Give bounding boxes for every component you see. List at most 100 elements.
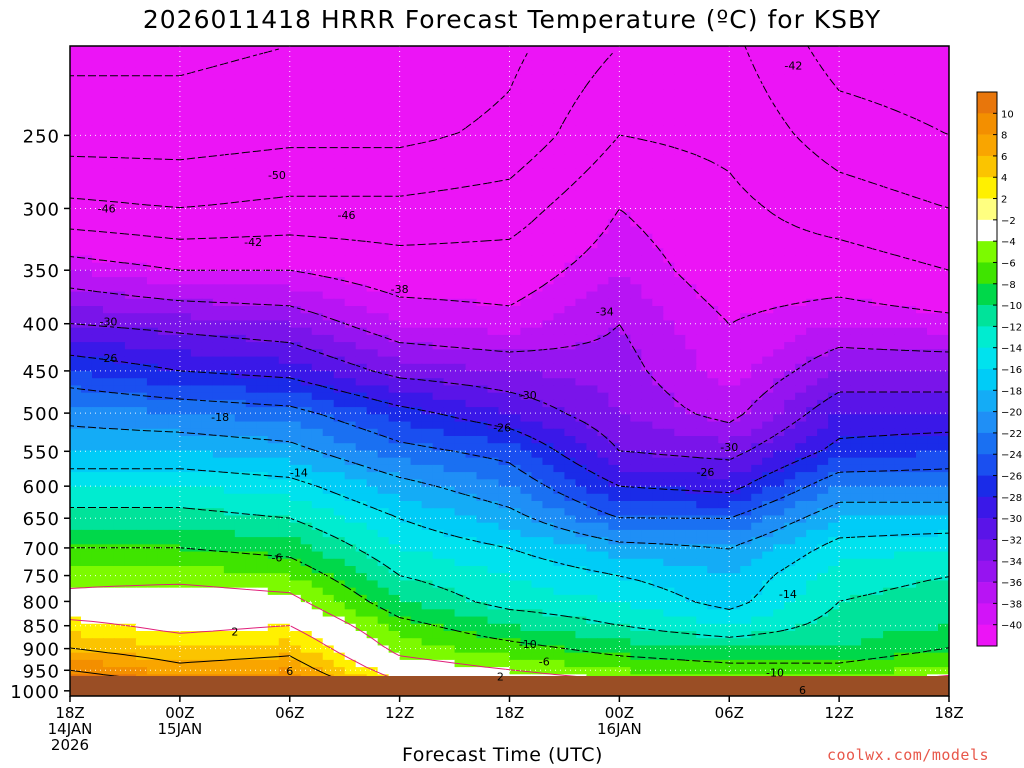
temperature-cell <box>883 284 895 293</box>
temperature-cell <box>850 132 862 141</box>
temperature-cell <box>410 96 423 105</box>
temperature-cell <box>234 277 247 285</box>
temperature-cell <box>212 277 225 285</box>
temperature-cell <box>828 233 840 242</box>
temperature-cell <box>465 255 478 264</box>
temperature-cell <box>608 60 620 69</box>
temperature-cell <box>663 74 675 83</box>
temperature-cell <box>355 74 368 83</box>
temperature-cell <box>498 241 511 249</box>
temperature-cell <box>850 111 862 119</box>
temperature-cell <box>839 132 851 141</box>
temperature-cell <box>938 399 949 408</box>
temperature-cell <box>597 320 609 329</box>
temperature-cell <box>718 472 730 480</box>
temperature-cell <box>377 190 390 199</box>
temperature-cell <box>520 378 533 387</box>
temperature-cell <box>927 385 939 394</box>
temperature-cell <box>366 269 379 278</box>
temperature-cell <box>641 407 653 415</box>
temperature-cell <box>146 443 159 452</box>
temperature-cell <box>564 111 577 119</box>
temperature-cell <box>839 255 851 264</box>
temperature-cell <box>410 399 423 408</box>
temperature-cell <box>850 443 862 452</box>
temperature-cell <box>135 248 148 257</box>
temperature-cell <box>663 421 675 430</box>
temperature-cell <box>861 204 873 213</box>
temperature-cell <box>564 139 577 148</box>
temperature-cell <box>575 125 588 134</box>
temperature-cell <box>795 356 807 365</box>
temperature-cell <box>168 183 181 192</box>
temperature-cell <box>828 89 840 98</box>
temperature-cell <box>168 385 181 394</box>
temperature-cell <box>91 291 104 300</box>
temperature-cell <box>839 118 851 127</box>
temperature-cell <box>333 190 346 199</box>
temperature-cell <box>663 306 675 314</box>
temperature-cell <box>454 233 467 242</box>
temperature-cell <box>696 118 708 127</box>
temperature-cell <box>344 443 357 452</box>
temperature-cell <box>311 197 324 206</box>
temperature-cell <box>509 197 522 206</box>
temperature-cell <box>245 356 258 365</box>
temperature-cell <box>773 241 785 249</box>
temperature-cell <box>663 327 675 336</box>
temperature-cell <box>828 349 840 358</box>
temperature-cell <box>344 479 357 488</box>
temperature-cell <box>245 277 258 285</box>
temperature-cell <box>531 168 544 177</box>
temperature-cell <box>663 486 675 495</box>
temperature-cell <box>531 306 544 314</box>
temperature-cell <box>828 219 840 228</box>
temperature-cell <box>564 277 577 285</box>
temperature-cell <box>839 472 851 480</box>
temperature-cell <box>135 493 148 502</box>
temperature-cell <box>388 262 401 271</box>
temperature-cell <box>476 298 489 307</box>
temperature-cell <box>102 204 115 213</box>
temperature-cell <box>476 421 489 430</box>
temperature-cell <box>333 450 346 459</box>
temperature-cell <box>619 334 631 343</box>
temperature-cell <box>190 334 203 343</box>
temperature-cell <box>872 96 884 105</box>
temperature-cell <box>190 291 203 300</box>
temperature-cell <box>421 46 434 54</box>
temperature-cell <box>80 154 93 163</box>
temperature-cell <box>234 161 247 170</box>
temperature-cell <box>850 269 862 278</box>
temperature-cell <box>850 82 862 90</box>
temperature-cell <box>410 111 423 119</box>
temperature-cell <box>729 371 741 379</box>
temperature-cell <box>586 197 598 206</box>
temperature-cell <box>542 103 555 112</box>
temperature-cell <box>465 132 478 141</box>
temperature-cell <box>366 479 379 488</box>
temperature-cell <box>641 298 653 307</box>
temperature-cell <box>245 262 258 271</box>
temperature-cell <box>70 371 82 379</box>
temperature-cell <box>498 212 511 220</box>
temperature-cell <box>927 118 939 127</box>
temperature-cell <box>883 204 895 213</box>
temperature-cell <box>608 414 620 423</box>
temperature-cell <box>773 450 785 459</box>
temperature-cell <box>443 356 456 365</box>
temperature-cell <box>190 168 203 177</box>
temperature-cell <box>432 284 445 293</box>
temperature-cell <box>575 486 588 495</box>
temperature-cell <box>245 399 258 408</box>
temperature-cell <box>542 96 555 105</box>
temperature-cell <box>388 450 401 459</box>
temperature-cell <box>916 291 928 300</box>
temperature-cell <box>751 89 763 98</box>
temperature-cell <box>707 183 719 192</box>
temperature-cell <box>498 334 511 343</box>
temperature-cell <box>70 457 82 466</box>
temperature-cell <box>157 197 170 206</box>
temperature-cell <box>267 132 280 141</box>
temperature-cell <box>773 320 785 329</box>
